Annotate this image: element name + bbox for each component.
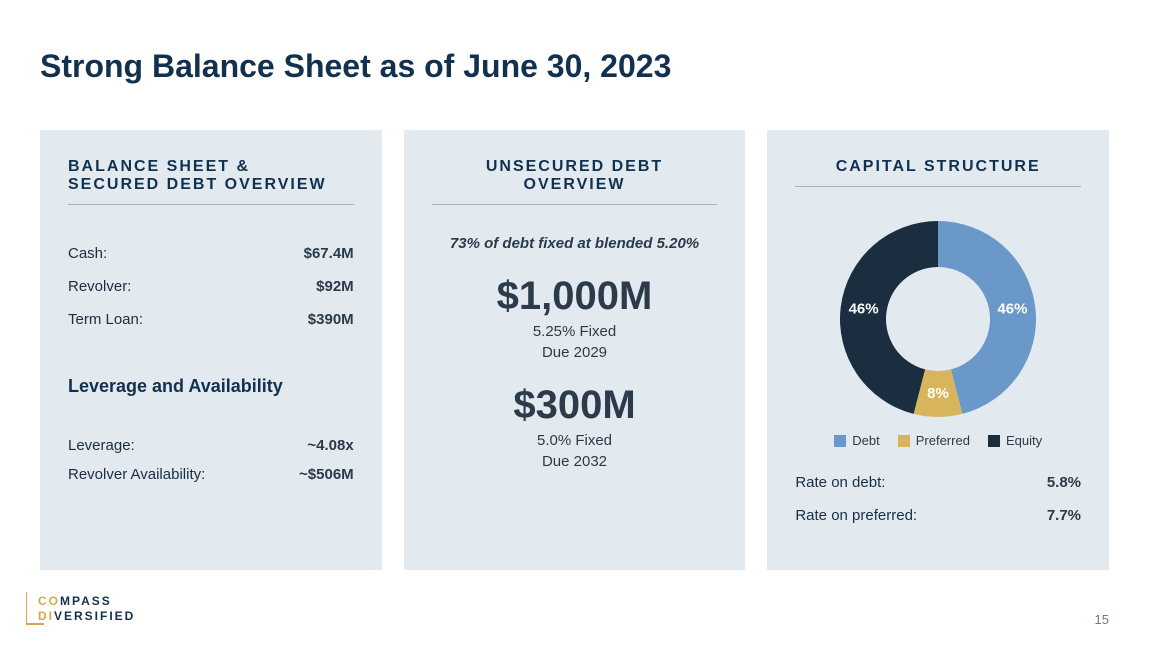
- donut-legend: Debt Preferred Equity: [834, 433, 1042, 448]
- legend-swatch: [898, 435, 910, 447]
- panel1-leverage-list: Leverage: ~4.08x Revolver Availability: …: [68, 437, 354, 483]
- legend-label: Debt: [852, 433, 879, 448]
- unsecured-tranches: $1,000M 5.25% Fixed Due 2029 $300M 5.0% …: [432, 274, 718, 470]
- panel1-title: BALANCE SHEET &SECURED DEBT OVERVIEW: [68, 158, 354, 205]
- tranche-amount: $300M: [432, 383, 718, 428]
- kv-label: Rate on debt:: [795, 474, 885, 491]
- kv-value: 7.7%: [1047, 507, 1081, 524]
- kv-row: Cash: $67.4M: [68, 245, 354, 262]
- page-number: 15: [1095, 612, 1109, 627]
- slide-title: Strong Balance Sheet as of June 30, 2023: [40, 48, 671, 85]
- kv-value: ~4.08x: [307, 437, 353, 454]
- balance-sheet-panel: BALANCE SHEET &SECURED DEBT OVERVIEW Cas…: [40, 130, 382, 570]
- donut-label-equity: 46%: [849, 301, 879, 318]
- unsecured-debt-panel: UNSECURED DEBT OVERVIEW 73% of debt fixe…: [404, 130, 746, 570]
- legend-item: Debt: [834, 433, 879, 448]
- panel2-title: UNSECURED DEBT OVERVIEW: [432, 158, 718, 205]
- kv-value: 5.8%: [1047, 474, 1081, 491]
- capital-rates-list: Rate on debt: 5.8% Rate on preferred: 7.…: [795, 474, 1081, 524]
- donut-chart-wrap: 46% 8% 46% Debt Preferred Equity: [795, 213, 1081, 448]
- legend-label: Preferred: [916, 433, 970, 448]
- kv-row: Rate on preferred: 7.7%: [795, 507, 1081, 524]
- unsecured-tranche: $1,000M 5.25% Fixed Due 2029: [432, 274, 718, 361]
- panel1-sub-title: Leverage and Availability: [68, 376, 354, 397]
- kv-row: Rate on debt: 5.8%: [795, 474, 1081, 491]
- tranche-rate: 5.25% Fixed: [432, 323, 718, 340]
- unsecured-tranche: $300M 5.0% Fixed Due 2032: [432, 383, 718, 470]
- kv-label: Leverage:: [68, 437, 135, 454]
- company-logo: COMPASS DIVERSIFIED: [26, 588, 166, 633]
- kv-label: Rate on preferred:: [795, 507, 917, 524]
- capital-structure-panel: CAPITAL STRUCTURE 46% 8% 46% Debt Preferre…: [767, 130, 1109, 570]
- legend-label: Equity: [1006, 433, 1042, 448]
- logo-line1: COMPASS: [38, 594, 112, 608]
- capital-structure-donut: 46% 8% 46%: [828, 213, 1048, 423]
- donut-label-debt: 46%: [998, 301, 1028, 318]
- kv-label: Term Loan:: [68, 311, 143, 328]
- kv-value: $390M: [308, 311, 354, 328]
- logo-line2: DIVERSIFIED: [38, 609, 135, 623]
- kv-row: Term Loan: $390M: [68, 311, 354, 328]
- kv-row: Revolver: $92M: [68, 278, 354, 295]
- tranche-rate: 5.0% Fixed: [432, 432, 718, 449]
- tranche-amount: $1,000M: [432, 274, 718, 319]
- panel3-title: CAPITAL STRUCTURE: [795, 158, 1081, 187]
- unsecured-fixed-note: 73% of debt fixed at blended 5.20%: [432, 235, 718, 252]
- kv-row: Revolver Availability: ~$506M: [68, 466, 354, 483]
- donut-label-preferred: 8%: [927, 385, 949, 402]
- panel1-secured-list: Cash: $67.4M Revolver: $92M Term Loan: $…: [68, 245, 354, 328]
- panels-container: BALANCE SHEET &SECURED DEBT OVERVIEW Cas…: [40, 130, 1109, 570]
- legend-item: Equity: [988, 433, 1042, 448]
- kv-value: $67.4M: [304, 245, 354, 262]
- kv-value: ~$506M: [299, 466, 354, 483]
- kv-row: Leverage: ~4.08x: [68, 437, 354, 454]
- legend-swatch: [988, 435, 1000, 447]
- kv-value: $92M: [316, 278, 354, 295]
- logo-svg: COMPASS DIVERSIFIED: [26, 588, 166, 628]
- tranche-due: Due 2029: [432, 344, 718, 361]
- legend-swatch: [834, 435, 846, 447]
- tranche-due: Due 2032: [432, 453, 718, 470]
- kv-label: Revolver Availability:: [68, 466, 205, 483]
- kv-label: Cash:: [68, 245, 107, 262]
- kv-label: Revolver:: [68, 278, 131, 295]
- legend-item: Preferred: [898, 433, 970, 448]
